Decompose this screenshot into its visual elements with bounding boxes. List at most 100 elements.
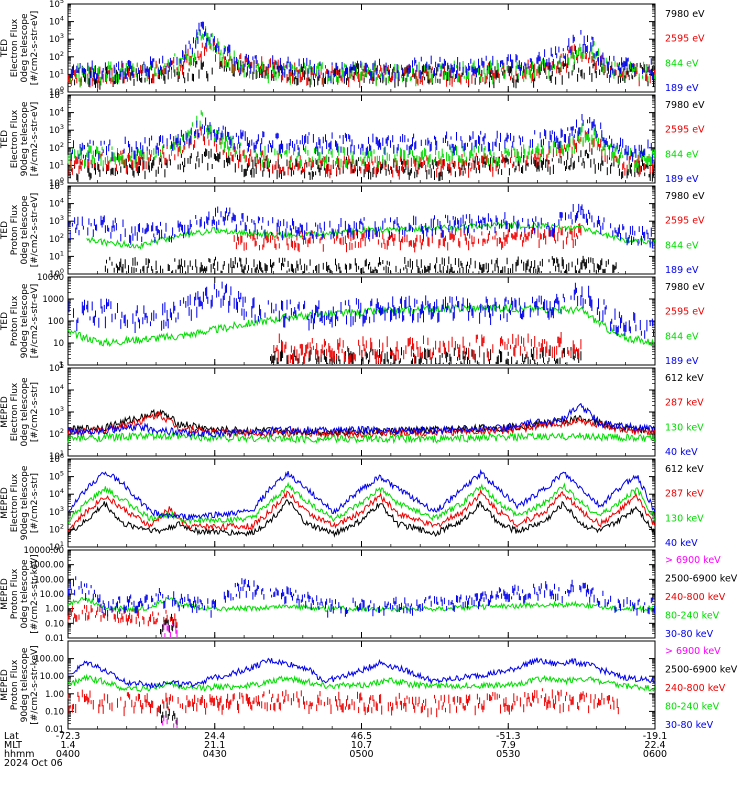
ylabel-line: [#/cm2-s-str-eV] (30, 11, 40, 86)
series-trace-2 (160, 613, 177, 635)
series-trace-5 (67, 657, 655, 690)
ytick-label: 0.10 (45, 619, 64, 629)
ylabel-line: [#/cm2-s-str-eV] (30, 193, 40, 268)
ytick-label: 100 (49, 176, 64, 189)
ylabel-line: Electron Flux (10, 18, 20, 77)
legend-entry: 240-800 keV (665, 683, 726, 694)
legend-entry: 189 eV (665, 356, 699, 367)
ylabel-line: 90deg telescope (20, 647, 30, 722)
legend-entry: 844 eV (665, 331, 699, 342)
series-trace-4 (67, 468, 656, 521)
ytick-label: 103 (49, 123, 64, 136)
ytick-label: 105 (49, 361, 64, 374)
xtick-mlt: 1.4 (60, 740, 75, 751)
panel-frame-5 (67, 367, 656, 457)
ytick-label: 1.00 (45, 690, 64, 700)
series-trace-4 (67, 402, 656, 439)
ytick-label: 0.10 (45, 707, 64, 717)
ytick-label: 100 (48, 317, 64, 327)
ylabel-line: TED (0, 39, 10, 58)
xtick-mlt: 22.4 (644, 740, 665, 751)
series-trace-3 (86, 220, 656, 250)
ylabel-line: [#/cm2-s-str] (30, 382, 40, 442)
series-trace-1 (67, 498, 656, 538)
ytick-label: 10.00 (40, 590, 64, 600)
ytick-label: 100 (49, 267, 64, 280)
series-trace-3 (67, 430, 656, 445)
legend-entry: 189 eV (665, 83, 699, 94)
ylabel-line: Proton Flux (10, 204, 20, 255)
ylabel-line: Proton Flux (10, 659, 20, 710)
ytick-label: 105 (49, 0, 64, 10)
ytick-label: 10 (53, 339, 64, 349)
series-trace-1 (104, 255, 619, 273)
ytick-label: 104 (49, 106, 64, 119)
legend-entry: 612 keV (665, 464, 704, 475)
legend-entry: 287 keV (665, 489, 704, 500)
legend-entry: 80-240 keV (665, 611, 720, 622)
xaxis-row-label: MLT (4, 740, 22, 751)
ylabel-line: Proton Flux (10, 295, 20, 346)
ylabel-line: [#/cm2-s-str-eV] (30, 102, 40, 177)
ylabel-line: [#/cm2-s-str-eV] (30, 284, 40, 359)
ylabel-line: Proton Flux (10, 568, 20, 619)
ytick-label: 103 (49, 405, 64, 418)
ylabel-line: MEPED (0, 578, 10, 610)
ytick-label: 101 (49, 158, 64, 171)
legend-entry: 80-240 keV (665, 702, 720, 713)
ytick-label: 105 (49, 470, 64, 483)
ytick-label: 1000 (42, 295, 64, 305)
legend-entry: 240-800 keV (665, 592, 726, 603)
xaxis-row-label: hhmm (4, 749, 35, 760)
ytick-label: 101 (49, 540, 64, 553)
ytick-label: 10000 (37, 273, 64, 283)
ylabel-line: MEPED (0, 396, 10, 428)
xtick-hhmm: 0500 (349, 749, 373, 760)
series-trace-2 (271, 332, 582, 364)
xtick-hhmm: 0600 (643, 749, 667, 760)
xtick-hhmm: 0530 (496, 749, 520, 760)
series-trace-4 (70, 21, 654, 85)
legend-entry: 7980 eV (665, 282, 705, 293)
ytick-label: 101 (49, 249, 64, 262)
ylabel-line: 0deg telescope (20, 195, 30, 265)
legend-entry: > 6900 keV (665, 646, 721, 657)
series-trace-2 (160, 702, 178, 725)
series-trace-4 (70, 114, 653, 164)
legend-entry: 7980 eV (665, 100, 705, 111)
xtick-lat: -51.3 (496, 731, 521, 742)
series-trace-5 (67, 576, 656, 618)
legend-entry: 189 eV (665, 265, 699, 276)
ytick-label: 101 (49, 449, 64, 462)
ytick-label: 104 (49, 15, 64, 28)
series-trace-3 (67, 481, 656, 525)
legend-entry: 130 keV (665, 513, 704, 524)
ytick-label: 1000.00 (29, 561, 64, 571)
ytick-label: 103 (49, 32, 64, 45)
ytick-label: 103 (49, 505, 64, 518)
ylabel-line: Electron Flux (10, 473, 20, 532)
legend-entry: 40 keV (665, 538, 698, 549)
xtick-hhmm: 0400 (56, 749, 80, 760)
panel-frame-8 (67, 640, 656, 730)
ylabel-line: [#/cm2-s-str-keV] (30, 645, 40, 724)
ytick-label: 102 (49, 50, 64, 63)
xtick-lat: 46.5 (351, 731, 372, 742)
legend-entry: 844 eV (665, 149, 699, 160)
ylabel-line: MEPED (0, 669, 10, 701)
ytick-label: 102 (49, 522, 64, 535)
series-trace-4 (67, 673, 656, 693)
legend-entry: 844 eV (665, 58, 699, 69)
ytick-label: 100.00 (34, 575, 64, 585)
legend-entry: 2500-6900 keV (665, 574, 738, 585)
xtick-hhmm: 0430 (203, 749, 227, 760)
legend-entry: 30-80 keV (665, 629, 714, 640)
series-trace-1 (162, 715, 178, 728)
ylabel-line: [#/cm2-s-str] (30, 473, 40, 533)
ytick-label: 103 (49, 214, 64, 227)
series-trace-2 (68, 125, 654, 180)
series-trace-3 (67, 110, 656, 173)
ytick-label: 105 (49, 88, 64, 101)
series-trace-3 (67, 604, 178, 628)
